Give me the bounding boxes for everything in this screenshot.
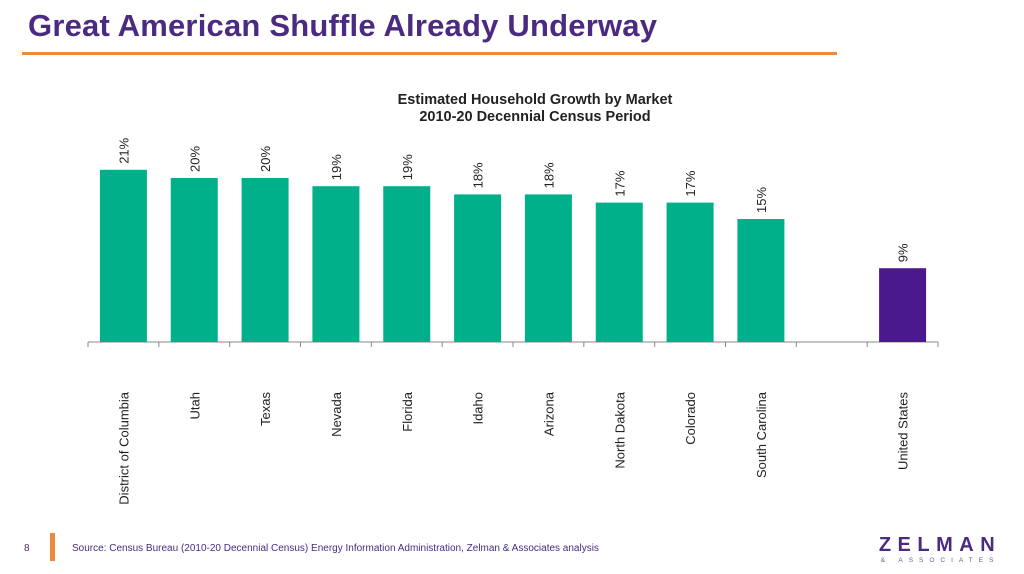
logo-wordmark: ZELMAN [878,534,1002,556]
bar [524,194,572,342]
chart-title-line-1: Estimated Household Growth by Market [397,92,673,108]
data-label: 17% [612,170,627,196]
data-label: 19% [329,154,344,180]
data-label: 15% [754,187,769,213]
data-label: 21% [116,137,131,163]
category-label: Utah [187,392,202,419]
category-label: Colorado [683,392,698,445]
category-label: South Carolina [754,391,769,478]
bar [170,178,218,342]
bar [595,202,643,342]
bar [241,178,289,342]
category-label: Idaho [471,392,486,425]
category-label: Florida [400,391,415,432]
data-label: 18% [541,162,556,188]
data-label: 20% [258,146,273,172]
data-label: 18% [471,162,486,188]
bar [99,169,147,342]
category-label: Nevada [329,391,344,437]
bar [383,186,431,342]
footer-accent-bar [50,533,55,561]
bar [454,194,502,342]
bar [737,219,785,342]
bar [312,186,360,342]
data-label: 9% [896,243,911,262]
source-note: Source: Census Bureau (2010-20 Decennial… [72,543,599,554]
bar [666,202,714,342]
page-number: 8 [24,543,30,554]
category-label: North Dakota [612,391,627,468]
bar [879,268,927,342]
slide-title: Great American Shuffle Already Underway [28,8,658,43]
data-label: 20% [187,146,202,172]
data-label: 19% [400,154,415,180]
title-underline [22,52,837,55]
data-label: 17% [683,170,698,196]
category-label: Texas [258,392,273,426]
category-label: United States [896,392,911,471]
chart-title-line-2: 2010-20 Decennial Census Period [419,109,651,125]
category-label: Arizona [541,391,556,436]
zelman-logo: ZELMAN & ASSOCIATES [862,534,1018,566]
logo-tagline: & ASSOCIATES [880,557,1000,564]
chart-title: Estimated Household Growth by Market 201… [330,92,740,126]
category-label: District of Columbia [116,391,131,504]
